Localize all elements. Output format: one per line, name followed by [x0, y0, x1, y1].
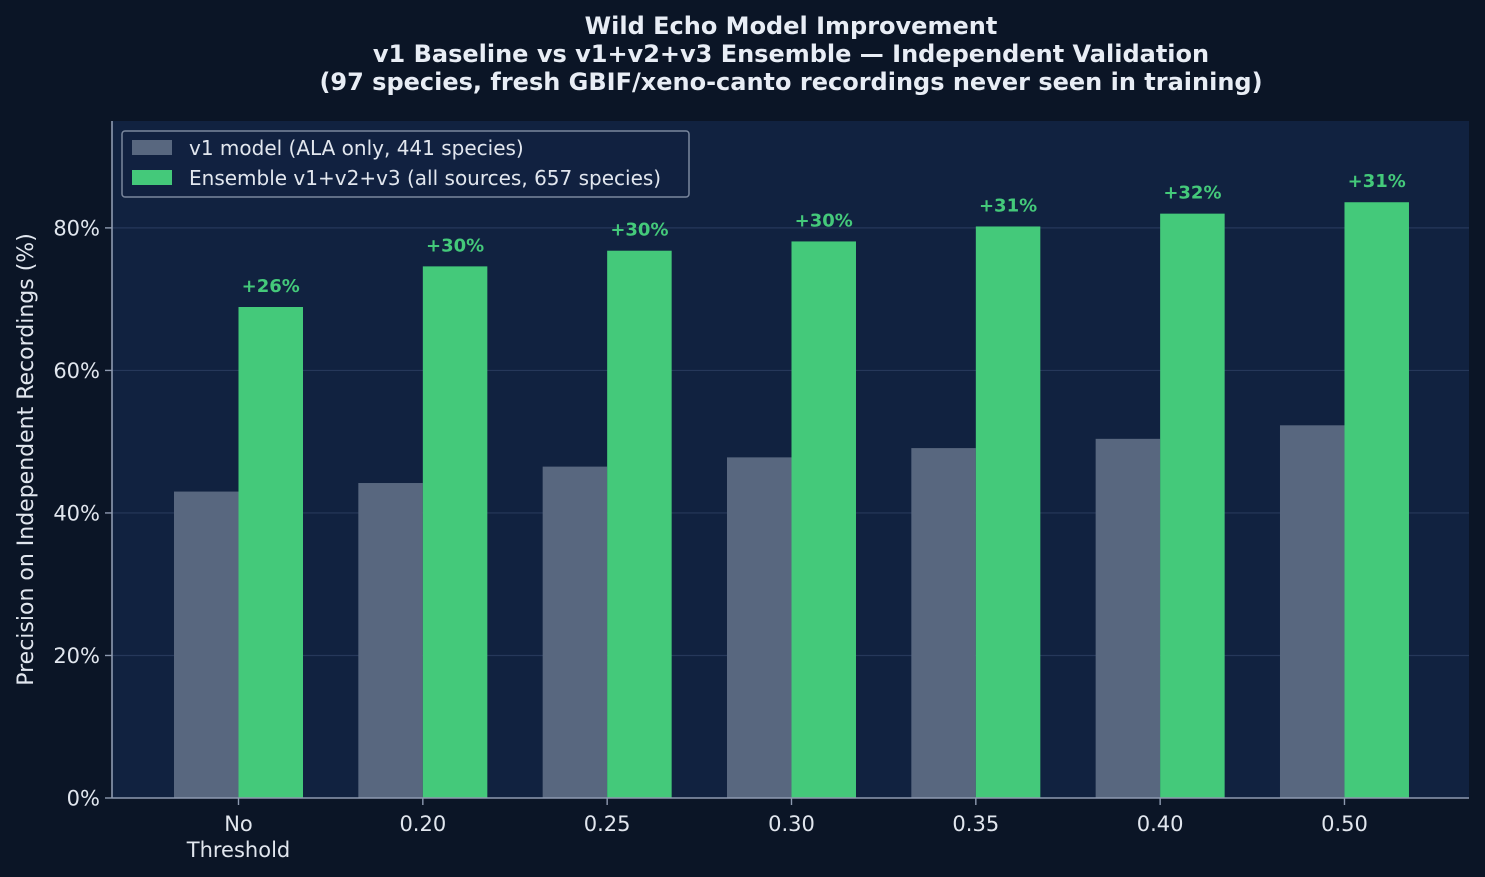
bar-v1 [358, 483, 423, 798]
improvement-label: +30% [610, 220, 668, 241]
x-tick-label: 0.50 [1321, 812, 1368, 836]
bar-v1 [542, 466, 608, 798]
bar-ensemble [607, 250, 672, 798]
legend-box [121, 130, 690, 198]
y-tick-label: 60% [53, 359, 100, 383]
x-tick-label: 0.35 [952, 812, 999, 836]
legend-label: v1 model (ALA only, 441 species) [189, 136, 524, 160]
bar-v1 [1095, 438, 1161, 798]
y-tick-label: 80% [53, 216, 100, 240]
improvement-label: +26% [242, 276, 300, 297]
bar-ensemble [422, 266, 488, 798]
x-tick-label: Threshold [186, 838, 291, 862]
chart-title-line: (97 species, fresh GBIF/xeno-canto recor… [319, 68, 1262, 96]
legend-swatch [132, 140, 172, 155]
bar-ensemble [1160, 213, 1225, 799]
bar-ensemble [1344, 202, 1409, 799]
x-tick-label: No [224, 812, 253, 836]
bar-v1 [911, 448, 976, 798]
improvement-label: +31% [979, 195, 1037, 216]
chart-title-line: Wild Echo Model Improvement [585, 12, 998, 40]
x-tick-label: 0.25 [584, 812, 631, 836]
bar-ensemble [238, 306, 303, 798]
improvement-label: +30% [795, 210, 853, 231]
bar-ensemble [975, 226, 1041, 798]
improvement-label: +30% [426, 235, 484, 256]
legend: v1 model (ALA only, 441 species) Ensemble… [121, 130, 690, 198]
legend-swatch [132, 170, 172, 185]
bar-value-labels: +26% +30% +30% +30% +31% +32% +31% [242, 171, 1406, 297]
bar-ensemble [791, 241, 856, 798]
y-axis-label: Precision on Independent Recordings (%) [14, 233, 39, 686]
improvement-label: +31% [1348, 171, 1406, 192]
chart-title-line: v1 Baseline vs v1+v2+v3 Ensemble — Indep… [373, 40, 1209, 68]
y-tick-label: 40% [53, 501, 100, 525]
x-tick-label: 0.30 [768, 812, 815, 836]
bar-v1 [1279, 425, 1345, 798]
bars [174, 202, 1409, 799]
bar-v1 [726, 457, 792, 798]
improvement-label: +32% [1163, 183, 1221, 204]
y-tick-label: 20% [53, 644, 100, 668]
y-tick-label: 0% [67, 787, 100, 811]
bar-v1 [174, 491, 239, 798]
legend-label: Ensemble v1+v2+v3 (all sources, 657 spec… [189, 166, 661, 190]
x-tick-label: 0.20 [399, 812, 446, 836]
x-tick-label: 0.40 [1137, 812, 1184, 836]
